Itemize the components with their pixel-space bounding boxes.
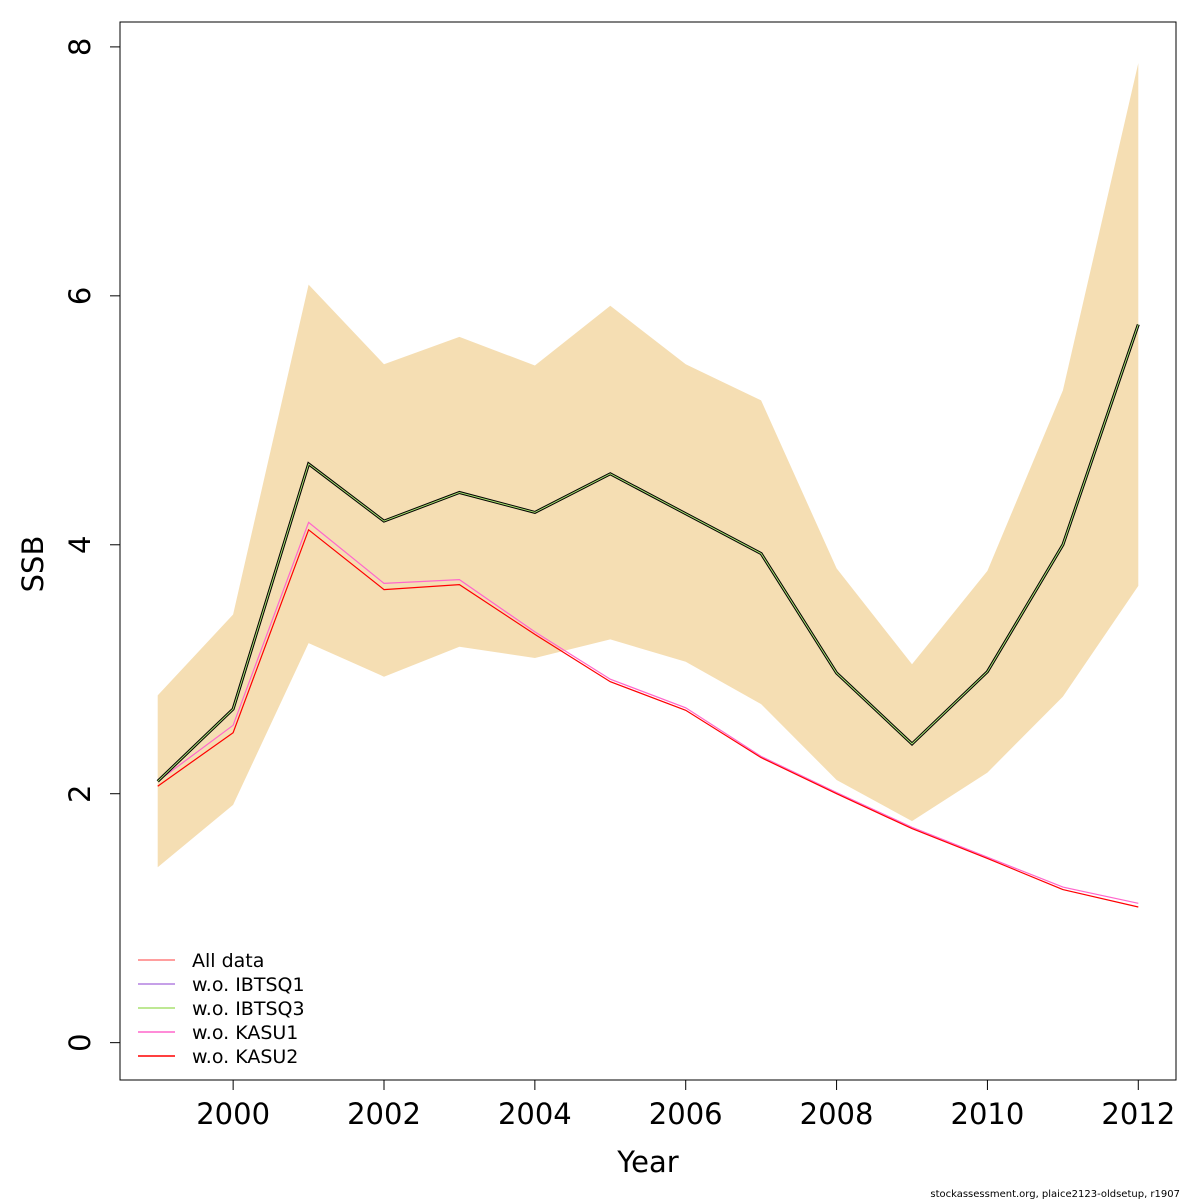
series-line-5: [157, 528, 1139, 908]
x-tick-label: 2004: [498, 1097, 572, 1131]
x-axis-title: Year: [616, 1145, 678, 1179]
y-tick-label: 2: [63, 784, 97, 802]
legend-label: w.o. KASU2: [192, 1046, 298, 1068]
legend-label: All data: [192, 950, 264, 972]
x-tick-label: 2006: [649, 1097, 723, 1131]
footer-credit: stockassessment.org, plaice2123-oldsetup…: [930, 1189, 1180, 1200]
x-tick-label: 2000: [196, 1097, 270, 1131]
x-tick-label: 2010: [951, 1097, 1025, 1131]
confidence-band: [157, 63, 1139, 868]
x-tick-label: 2008: [800, 1097, 874, 1131]
y-axis-title: SSB: [16, 536, 50, 593]
series-layer: [156, 324, 1140, 908]
confidence-band-layer: [157, 63, 1139, 868]
y-tick-label: 8: [63, 38, 97, 56]
x-tick-label: 2012: [1101, 1097, 1175, 1131]
y-tick-label: 6: [63, 287, 97, 305]
legend-label: w.o. IBTSQ1: [192, 974, 305, 996]
series-line-overlay: [157, 324, 1139, 782]
series-line-4: [157, 521, 1139, 904]
y-axis: 0 2 4 6 8: [63, 38, 121, 1052]
legend-label: w.o. IBTSQ3: [192, 998, 305, 1020]
x-tick-label: 2002: [347, 1097, 421, 1131]
y-tick-label: 4: [63, 536, 97, 554]
y-tick-label: 0: [63, 1033, 97, 1051]
legend-label: w.o. KASU1: [192, 1022, 298, 1044]
x-axis: 2000 2002 2004 2006 2008 2010 2012: [196, 1079, 1175, 1131]
